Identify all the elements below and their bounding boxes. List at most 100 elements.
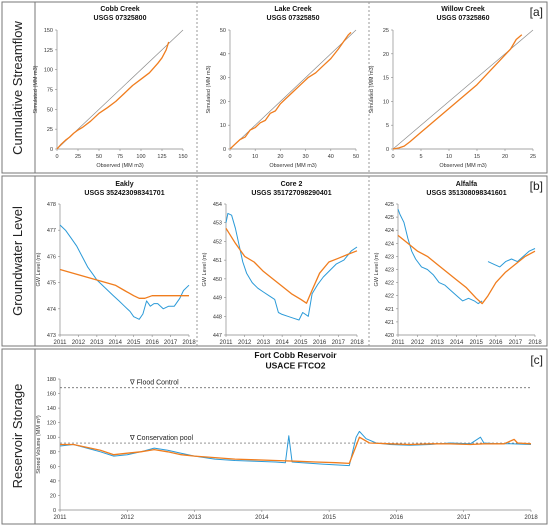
y-tick-label: 474 <box>47 307 56 313</box>
x-tick-label: 2014 <box>255 515 269 521</box>
x-tick-label: 150 <box>178 154 187 160</box>
chart-title: Core 2 <box>281 181 303 188</box>
x-tick-label: 2016 <box>489 340 503 346</box>
simulated-series-line <box>392 34 523 150</box>
x-tick-label: 2013 <box>257 340 271 346</box>
x-tick-label: 2017 <box>509 340 523 346</box>
x-tick-label: 2011 <box>220 340 234 346</box>
y-tick-label: 423 <box>385 268 394 274</box>
observed-series-line <box>59 224 190 320</box>
y-axis-label: GW Level (m) <box>374 252 380 286</box>
section-b-tag: [b] <box>530 179 543 193</box>
y-axis-label: Stored Volume (MM m³) <box>36 415 42 474</box>
y-tick-label: 425 <box>385 202 394 208</box>
y-tick-label: 453 <box>213 221 222 227</box>
x-tick-label: 2015 <box>294 340 308 346</box>
y-tick-label: 421 <box>385 307 394 313</box>
y-tick-label: 40 <box>220 52 226 58</box>
section-b-frame <box>1 175 548 347</box>
section-c-tag: [c] <box>530 353 543 367</box>
x-tick-label: 15 <box>474 154 480 160</box>
x-tick-label: 40 <box>328 154 334 160</box>
simulated-series-line <box>59 268 189 299</box>
y-tick-label: 421 <box>385 320 394 326</box>
y-tick-label: 422 <box>385 294 394 300</box>
one-to-one-line <box>56 29 184 150</box>
chart-title: Lake Creek <box>274 6 311 13</box>
x-tick-label: 2015 <box>322 515 336 521</box>
x-tick-label: 2018 <box>182 340 196 346</box>
x-tick-label: 0 <box>55 154 58 160</box>
y-tick-label: 40 <box>50 479 56 485</box>
x-tick-label: 2017 <box>164 340 178 346</box>
observed-series-line <box>397 209 483 305</box>
x-axis-label: Observed (MM m3) <box>269 163 317 169</box>
x-tick-label: 2011 <box>54 515 68 521</box>
chart-title: Fort Cobb Reservoir <box>254 350 337 360</box>
section-c: Reservoir Storage [c] <box>1 348 548 525</box>
y-tick-label: 425 <box>385 215 394 221</box>
chart-subtitle: USGS 07325850 <box>267 15 320 22</box>
section-a-tag: [a] <box>530 5 543 19</box>
chart-subtitle: USACE FTCO2 <box>266 361 326 371</box>
y-tick-label: 448 <box>213 314 222 320</box>
chart-title: Eakly <box>115 181 133 188</box>
x-tick-label: 2012 <box>411 340 425 346</box>
y-axis-label: GW Level (m) <box>202 252 208 286</box>
y-tick-label: 476 <box>47 254 56 260</box>
y-tick-label: 20 <box>220 99 226 105</box>
x-tick-label: 75 <box>117 154 123 160</box>
simulated-series-line <box>397 234 536 305</box>
x-tick-label: 2017 <box>457 515 471 521</box>
chart-title: Cobb Creek <box>100 6 139 13</box>
x-tick-label: 2014 <box>275 340 289 346</box>
x-tick-label: 2015 <box>470 340 484 346</box>
chart-subtitle: USGS 352423098341701 <box>84 190 164 197</box>
y-tick-label: 75 <box>47 88 53 94</box>
reference-line-label: ∇ Conservation pool <box>129 434 193 442</box>
x-tick-label: 25 <box>530 154 536 160</box>
y-tick-label: 25 <box>383 28 389 34</box>
section-a-ylabel: Cumulative Streamflow <box>10 21 25 155</box>
y-tick-label: 100 <box>44 68 53 74</box>
chart-a2: Lake Creek USGS 07325850 0 10 20 30 40 50 0 10 20 3… <box>206 6 359 169</box>
x-tick-label: 125 <box>157 154 166 160</box>
y-tick-label: 50 <box>220 28 226 34</box>
x-tick-label: 50 <box>96 154 102 160</box>
chart-title: Willow Creek <box>441 6 485 13</box>
y-tick-label: 473 <box>47 333 56 339</box>
section-b-ylabel: Groundwater Level <box>10 206 25 316</box>
y-tick-label: 15 <box>383 76 389 82</box>
observed-series-line <box>487 248 536 268</box>
x-tick-label: 20 <box>277 154 283 160</box>
y-tick-label: 100 <box>47 435 56 441</box>
y-axis-label: GW Level (m) <box>36 252 42 286</box>
x-tick-label: 2018 <box>350 340 364 346</box>
y-tick-label: 451 <box>213 258 222 264</box>
section-a: Cumulative Streamflow [a] <box>1 1 548 174</box>
x-tick-label: 10 <box>252 154 258 160</box>
y-tick-label: 20 <box>50 493 56 499</box>
x-tick-label: 2014 <box>109 340 123 346</box>
simulated-series-line <box>60 436 532 465</box>
simulated-series-line <box>56 41 170 150</box>
y-tick-label: 20 <box>383 52 389 58</box>
y-tick-label: 5 <box>386 123 389 129</box>
x-tick-label: 10 <box>446 154 452 160</box>
reference-line-label: ∇ Flood Control <box>129 379 179 387</box>
y-tick-label: 424 <box>385 228 394 234</box>
x-tick-label: 2012 <box>72 340 86 346</box>
chart-a3: Willow Creek USGS 07325860 0 5 10 15 20 25 0 5 10 1… <box>369 6 536 169</box>
x-tick-label: 2017 <box>332 340 346 346</box>
x-tick-label: 2016 <box>145 340 159 346</box>
x-tick-label: 2011 <box>54 340 68 346</box>
y-axis-label: Simulated (MM m3) <box>369 65 375 113</box>
y-tick-label: 160 <box>47 392 56 398</box>
y-tick-label: 50 <box>47 107 53 113</box>
x-tick-label: 0 <box>228 154 231 160</box>
section-b: Groundwater Level [b] <box>1 175 548 347</box>
section-c-frame <box>1 348 548 525</box>
y-tick-label: 125 <box>44 48 53 54</box>
